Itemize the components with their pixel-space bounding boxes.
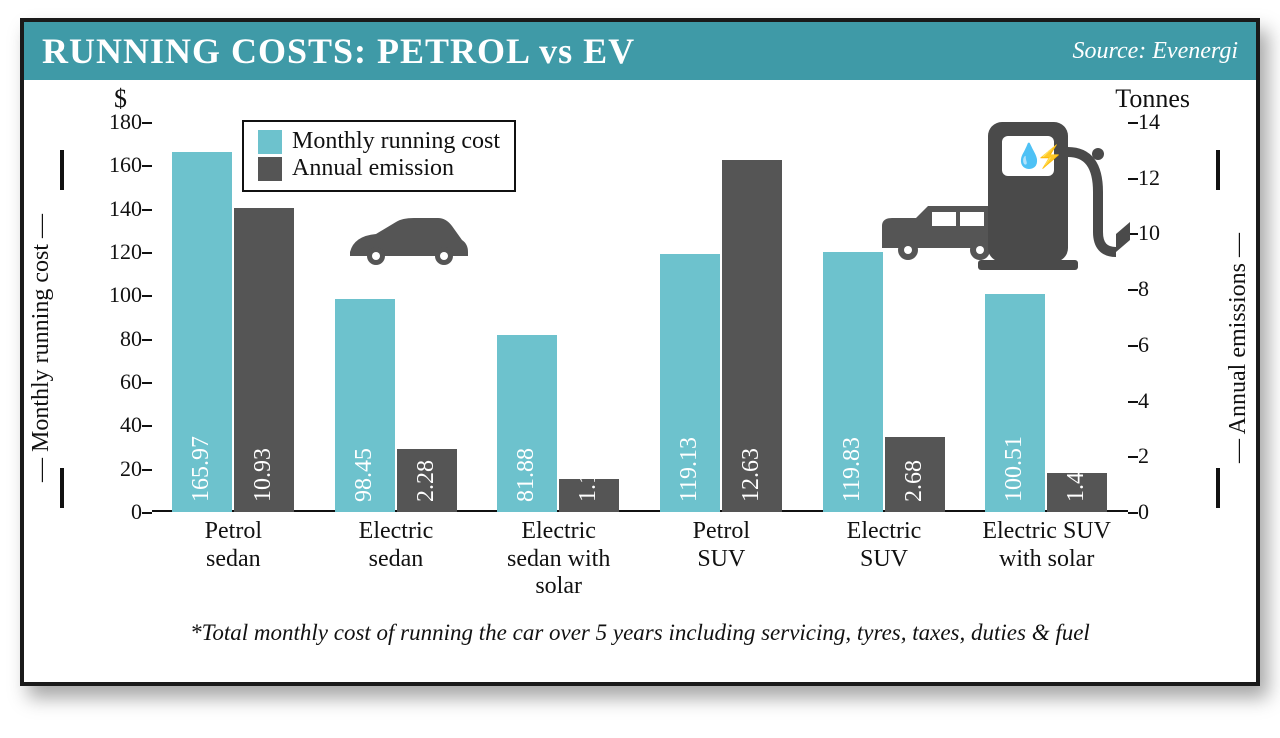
ytick-left: 120 [92,239,142,265]
emit-value: 12.63 [738,448,765,502]
legend-cost-swatch [258,130,282,154]
cost-bar: 119.13 [660,254,720,512]
cost-value: 100.51 [1001,436,1028,502]
emit-value: 2.28 [413,460,440,502]
tickmark-left [142,252,152,254]
chart-area: Monthly running cost Annual emission [152,122,1128,512]
tickmark-left [142,122,152,124]
cost-bar: 98.45 [335,299,395,512]
right-axis-rule-top [1216,150,1220,190]
legend-emit-swatch [258,157,282,181]
ytick-left: 180 [92,109,142,135]
legend: Monthly running cost Annual emission [242,120,516,192]
ytick-left: 160 [92,152,142,178]
category-label: Electric SUVwith solar [965,518,1128,573]
ytick-right: 12 [1138,165,1178,191]
bar-group: 119.1312.63PetrolSUV [640,122,803,512]
tickmark-left [142,512,152,514]
cost-value: 119.13 [676,437,703,502]
emit-bar: 2.28 [397,449,457,513]
right-axis-rule-bot [1216,468,1220,508]
legend-cost-label: Monthly running cost [292,128,500,155]
sedan-icon [342,212,472,268]
tickmark-left [142,382,152,384]
emit-bar: 2.68 [885,437,945,512]
chart-source: Source: Evenergi [1073,38,1238,65]
cost-value: 165.97 [188,436,215,502]
bar-group: 119.832.68ElectricSUV [803,122,966,512]
emit-bar: 1.19 [559,479,619,512]
ytick-right: 14 [1138,109,1178,135]
emit-value: 2.68 [901,460,928,502]
tickmark-left [142,209,152,211]
tickmark-right [1128,289,1138,291]
tickmark-right [1128,401,1138,403]
fuel-pump-icon: 💧 ⚡ [958,102,1138,282]
cost-bar: 100.51 [985,294,1045,512]
tickmark-left [142,165,152,167]
ytick-right: 8 [1138,276,1178,302]
left-axis-rule-bot [60,468,64,508]
ytick-left: 100 [92,282,142,308]
ytick-left: 20 [92,456,142,482]
tickmark-right [1128,456,1138,458]
category-label: PetrolSUV [640,518,803,573]
legend-cost: Monthly running cost [258,128,500,155]
tickmark-left [142,339,152,341]
ytick-left: 80 [92,326,142,352]
cost-value: 119.83 [839,437,866,502]
emit-value: 10.93 [250,448,277,502]
tickmark-left [142,469,152,471]
ytick-right: 10 [1138,220,1178,246]
ytick-right: 6 [1138,332,1178,358]
emit-bar: 10.93 [234,208,294,512]
cost-bar: 81.88 [497,335,557,512]
chart-card: RUNNING COSTS: PETROL vs EV Source: Even… [20,18,1260,686]
left-axis-title: — Monthly running cost — [28,208,55,488]
emit-bar: 12.63 [722,160,782,512]
title-bar: RUNNING COSTS: PETROL vs EV Source: Even… [24,22,1256,80]
chart-title: RUNNING COSTS: PETROL vs EV [42,30,635,72]
svg-text:⚡: ⚡ [1036,144,1063,170]
tickmark-right [1128,512,1138,514]
ytick-right: 4 [1138,388,1178,414]
tickmark-left [142,425,152,427]
footnote: *Total monthly cost of running the car o… [24,620,1256,646]
category-label: Petrolsedan [152,518,315,573]
tickmark-right [1128,345,1138,347]
category-label: Electricsedan withsolar [477,518,640,601]
emit-value: 1.19 [575,460,602,502]
legend-emit: Annual emission [258,155,500,182]
left-axis-rule-top [60,150,64,190]
tickmark-left [142,295,152,297]
category-label: ElectricSUV [803,518,966,573]
right-axis-title: — Annual emissions — [1225,208,1252,488]
cost-bar: 165.97 [172,152,232,512]
cost-value: 98.45 [351,448,378,502]
emit-value: 1.4 [1063,472,1090,502]
cost-bar: 119.83 [823,252,883,512]
cost-value: 81.88 [513,448,540,502]
ytick-right: 0 [1138,499,1178,525]
ytick-left: 60 [92,369,142,395]
ytick-left: 140 [92,196,142,222]
legend-emit-label: Annual emission [292,155,454,182]
plot-area: $ Tonnes — Monthly running cost — — Annu… [34,88,1246,618]
ytick-left: 40 [92,412,142,438]
emit-bar: 1.4 [1047,473,1107,512]
ytick-right: 2 [1138,443,1178,469]
ytick-left: 0 [92,499,142,525]
category-label: Electricsedan [315,518,478,573]
